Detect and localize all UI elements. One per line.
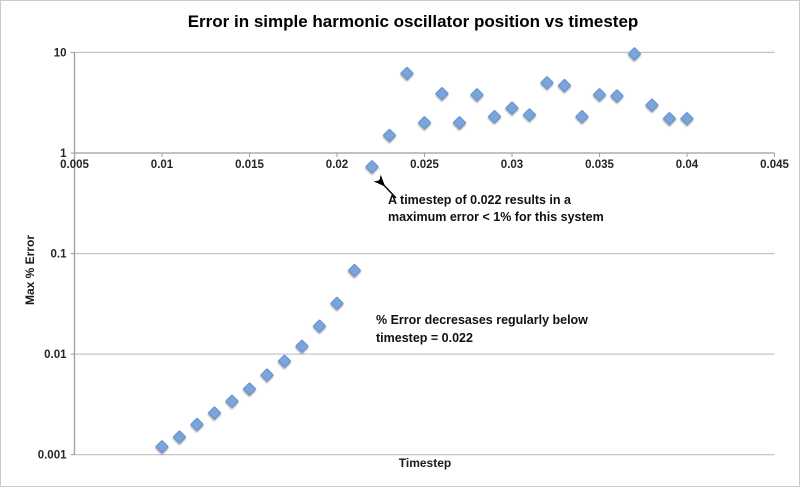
annotation-error-decreases: % Error decresases regularly below times… [376, 311, 588, 347]
data-point [645, 98, 659, 112]
chart-title: Error in simple harmonic oscillator posi… [187, 12, 639, 31]
data-point [208, 406, 221, 420]
data-point [173, 430, 186, 444]
data-point [628, 47, 641, 61]
data-point [278, 354, 291, 368]
data-point [295, 339, 309, 353]
annotation-arrow [373, 174, 397, 199]
data-point [400, 66, 414, 80]
data-point [470, 88, 484, 102]
data-point [313, 319, 326, 333]
x-tick-label: 0.025 [410, 159, 439, 171]
y-tick-label: 10 [54, 47, 67, 59]
x-tick-label: 0.01 [151, 159, 174, 171]
y-tick-label: 1 [60, 148, 67, 160]
data-point [558, 78, 571, 92]
data-point [505, 101, 519, 115]
x-axis-title: Timestep [398, 456, 452, 470]
data-point [190, 417, 204, 431]
data-point [243, 382, 256, 396]
annotation-line: A timestep of 0.022 results in a [388, 193, 571, 207]
data-point [435, 87, 449, 101]
data-point [523, 108, 536, 122]
data-point [155, 440, 169, 454]
data-point [453, 116, 466, 130]
x-tick-label: 0.04 [676, 159, 699, 171]
x-tick-label: 0.02 [326, 159, 348, 171]
y-axis-title: Max % Error [23, 234, 37, 306]
x-tick-label: 0.045 [760, 159, 789, 171]
data-point [610, 89, 624, 103]
x-tick-label: 0.035 [585, 159, 614, 171]
x-tick-label: 0.015 [235, 159, 264, 171]
y-tick-label: 0.1 [51, 249, 68, 261]
data-point [225, 394, 239, 408]
data-point [488, 110, 501, 124]
data-point [663, 112, 676, 126]
data-point [260, 368, 274, 382]
annotation-line: timestep = 0.022 [376, 331, 473, 345]
data-point [348, 263, 361, 277]
annotation-line: % Error decresases regularly below [376, 313, 588, 327]
y-tick-label: 0.001 [38, 450, 67, 462]
data-point [540, 76, 554, 90]
data-point [418, 116, 431, 130]
data-point [330, 296, 344, 310]
y-tick-label: 0.01 [44, 349, 67, 361]
x-tick-label: 0.005 [60, 159, 89, 171]
data-point [593, 88, 606, 102]
annotation-line: maximum error < 1% for this system [388, 210, 604, 224]
data-point [575, 110, 589, 124]
data-point [383, 128, 396, 142]
x-tick-label: 0.03 [501, 159, 523, 171]
data-point [365, 160, 379, 174]
data-point [680, 112, 694, 126]
annotation-timestep-0022: A timestep of 0.022 results in a maximum… [388, 192, 604, 226]
